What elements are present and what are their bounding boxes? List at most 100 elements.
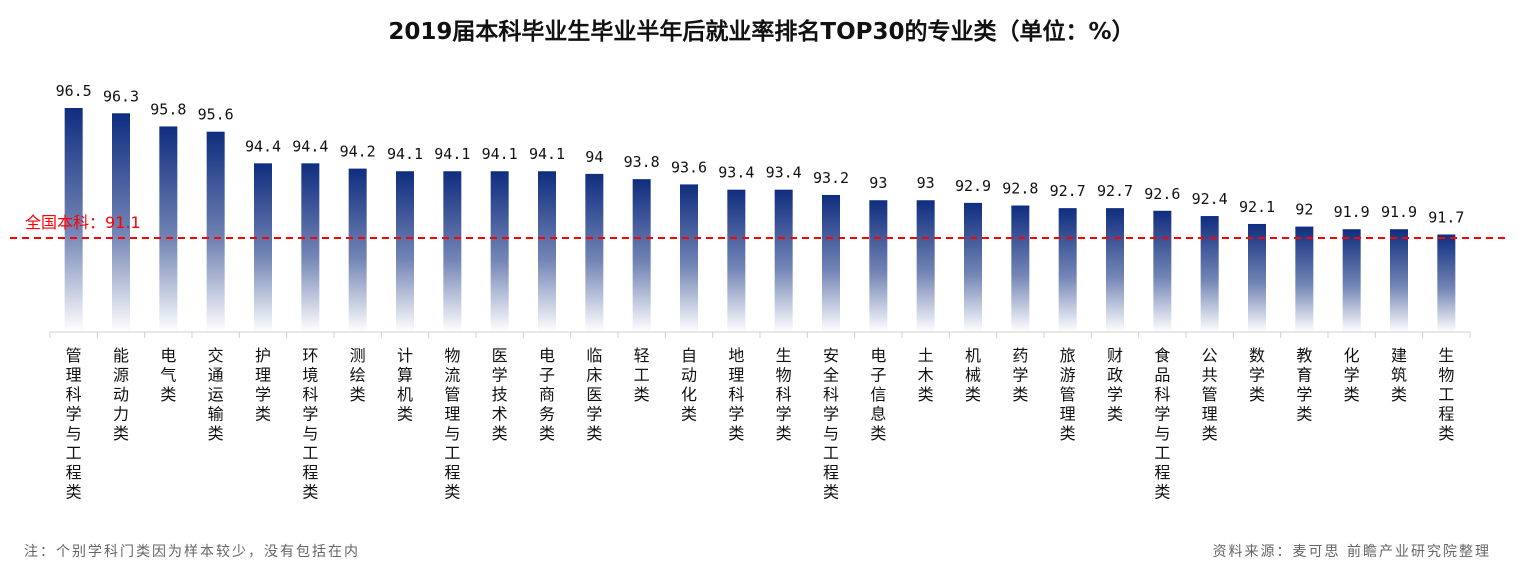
category-label: 动 [113,385,129,404]
category-label: 类 [965,385,981,404]
category-label: 程 [823,463,839,482]
category-label: 医 [492,346,508,365]
category-label: 类 [492,424,508,443]
category-label: 测 [350,346,366,365]
reference-line-label: 全国本科：91.1 [25,213,141,232]
category-label: 床 [586,366,602,385]
category-label: 机 [397,385,413,404]
data-label: 95.8 [150,100,186,118]
category-label: 土 [918,346,934,365]
category-label: 类 [1249,385,1265,404]
category-label: 计 [397,346,413,365]
bar [1058,208,1077,332]
category-label: 化 [1344,346,1360,365]
data-label: 93.4 [718,164,754,182]
category-label: 电 [870,346,886,365]
category-label: 教 [1296,346,1312,365]
category-label: 与 [823,424,839,443]
category-label: 类 [1107,405,1123,424]
bar [916,200,935,332]
category-label: 类 [1296,405,1312,424]
category-label: 类 [208,424,224,443]
category-label: 类 [1012,385,1028,404]
category-label: 理 [1060,405,1076,424]
category-label: 临 [586,346,602,365]
bar [632,179,651,332]
data-label: 94.4 [245,137,281,155]
category-label: 境 [302,366,318,385]
bar [1106,208,1124,332]
data-label: 92.8 [1002,180,1038,198]
category-label: 学 [1012,366,1028,385]
data-label: 96.3 [103,87,139,105]
category-label: 工 [1438,385,1454,404]
category-label: 共 [1202,366,1218,385]
category-label: 类 [66,483,82,502]
category-label: 与 [66,424,82,443]
category-label: 数 [1249,346,1265,365]
category-label: 子 [539,366,555,385]
data-label: 94.2 [340,143,376,161]
category-label: 学 [1344,366,1360,385]
bar [396,171,414,332]
bar [585,173,604,332]
category-label: 管 [1202,385,1218,404]
category-label: 工 [823,444,839,463]
category-label: 类 [1391,385,1407,404]
bar [348,168,367,332]
category-label: 工 [66,444,82,463]
category-label: 木 [918,366,934,385]
bar [1390,229,1408,332]
category-label: 程 [66,463,82,482]
data-label: 94 [585,148,603,166]
data-label: 92 [1295,201,1313,219]
category-label: 工 [302,444,318,463]
data-label: 94.1 [434,145,470,163]
category-label: 育 [1296,366,1312,385]
category-label: 科 [728,385,744,404]
data-label: 92.1 [1239,198,1275,216]
category-label: 绘 [350,366,366,385]
category-label: 理 [728,366,744,385]
category-label: 生 [1438,346,1454,365]
category-label: 类 [1438,424,1454,443]
category-label: 地 [728,346,744,365]
bar [538,171,556,332]
data-label: 95.6 [198,106,234,124]
category-label: 类 [681,405,697,424]
category-label: 科 [66,385,82,404]
bar [301,163,320,332]
bar [727,189,746,332]
bar [254,163,272,332]
category-label: 技 [492,385,508,404]
category-label: 程 [1438,405,1454,424]
category-label: 财 [1107,346,1123,365]
category-label: 品 [1154,366,1170,385]
category-label: 学 [255,385,271,404]
bar [1200,216,1219,332]
category-label: 物 [776,366,792,385]
data-label: 92.9 [955,177,991,195]
category-label: 生 [776,346,792,365]
category-label: 政 [1107,366,1123,385]
category-label: 输 [208,405,224,424]
data-label: 91.7 [1428,208,1464,226]
category-label: 学 [823,405,839,424]
bar [1153,210,1172,332]
category-label: 工 [444,444,460,463]
category-label: 交 [208,346,224,365]
category-label: 类 [113,424,129,443]
bar [680,184,698,332]
category-label: 商 [539,385,555,404]
category-label: 类 [444,483,460,502]
category-label: 理 [66,366,82,385]
bar [822,194,840,332]
category-label: 类 [1154,483,1170,502]
category-label: 旅 [1060,346,1076,365]
bar [490,171,509,332]
data-label: 92.7 [1097,182,1133,200]
category-label: 全 [823,366,839,385]
category-label: 机 [965,346,981,365]
